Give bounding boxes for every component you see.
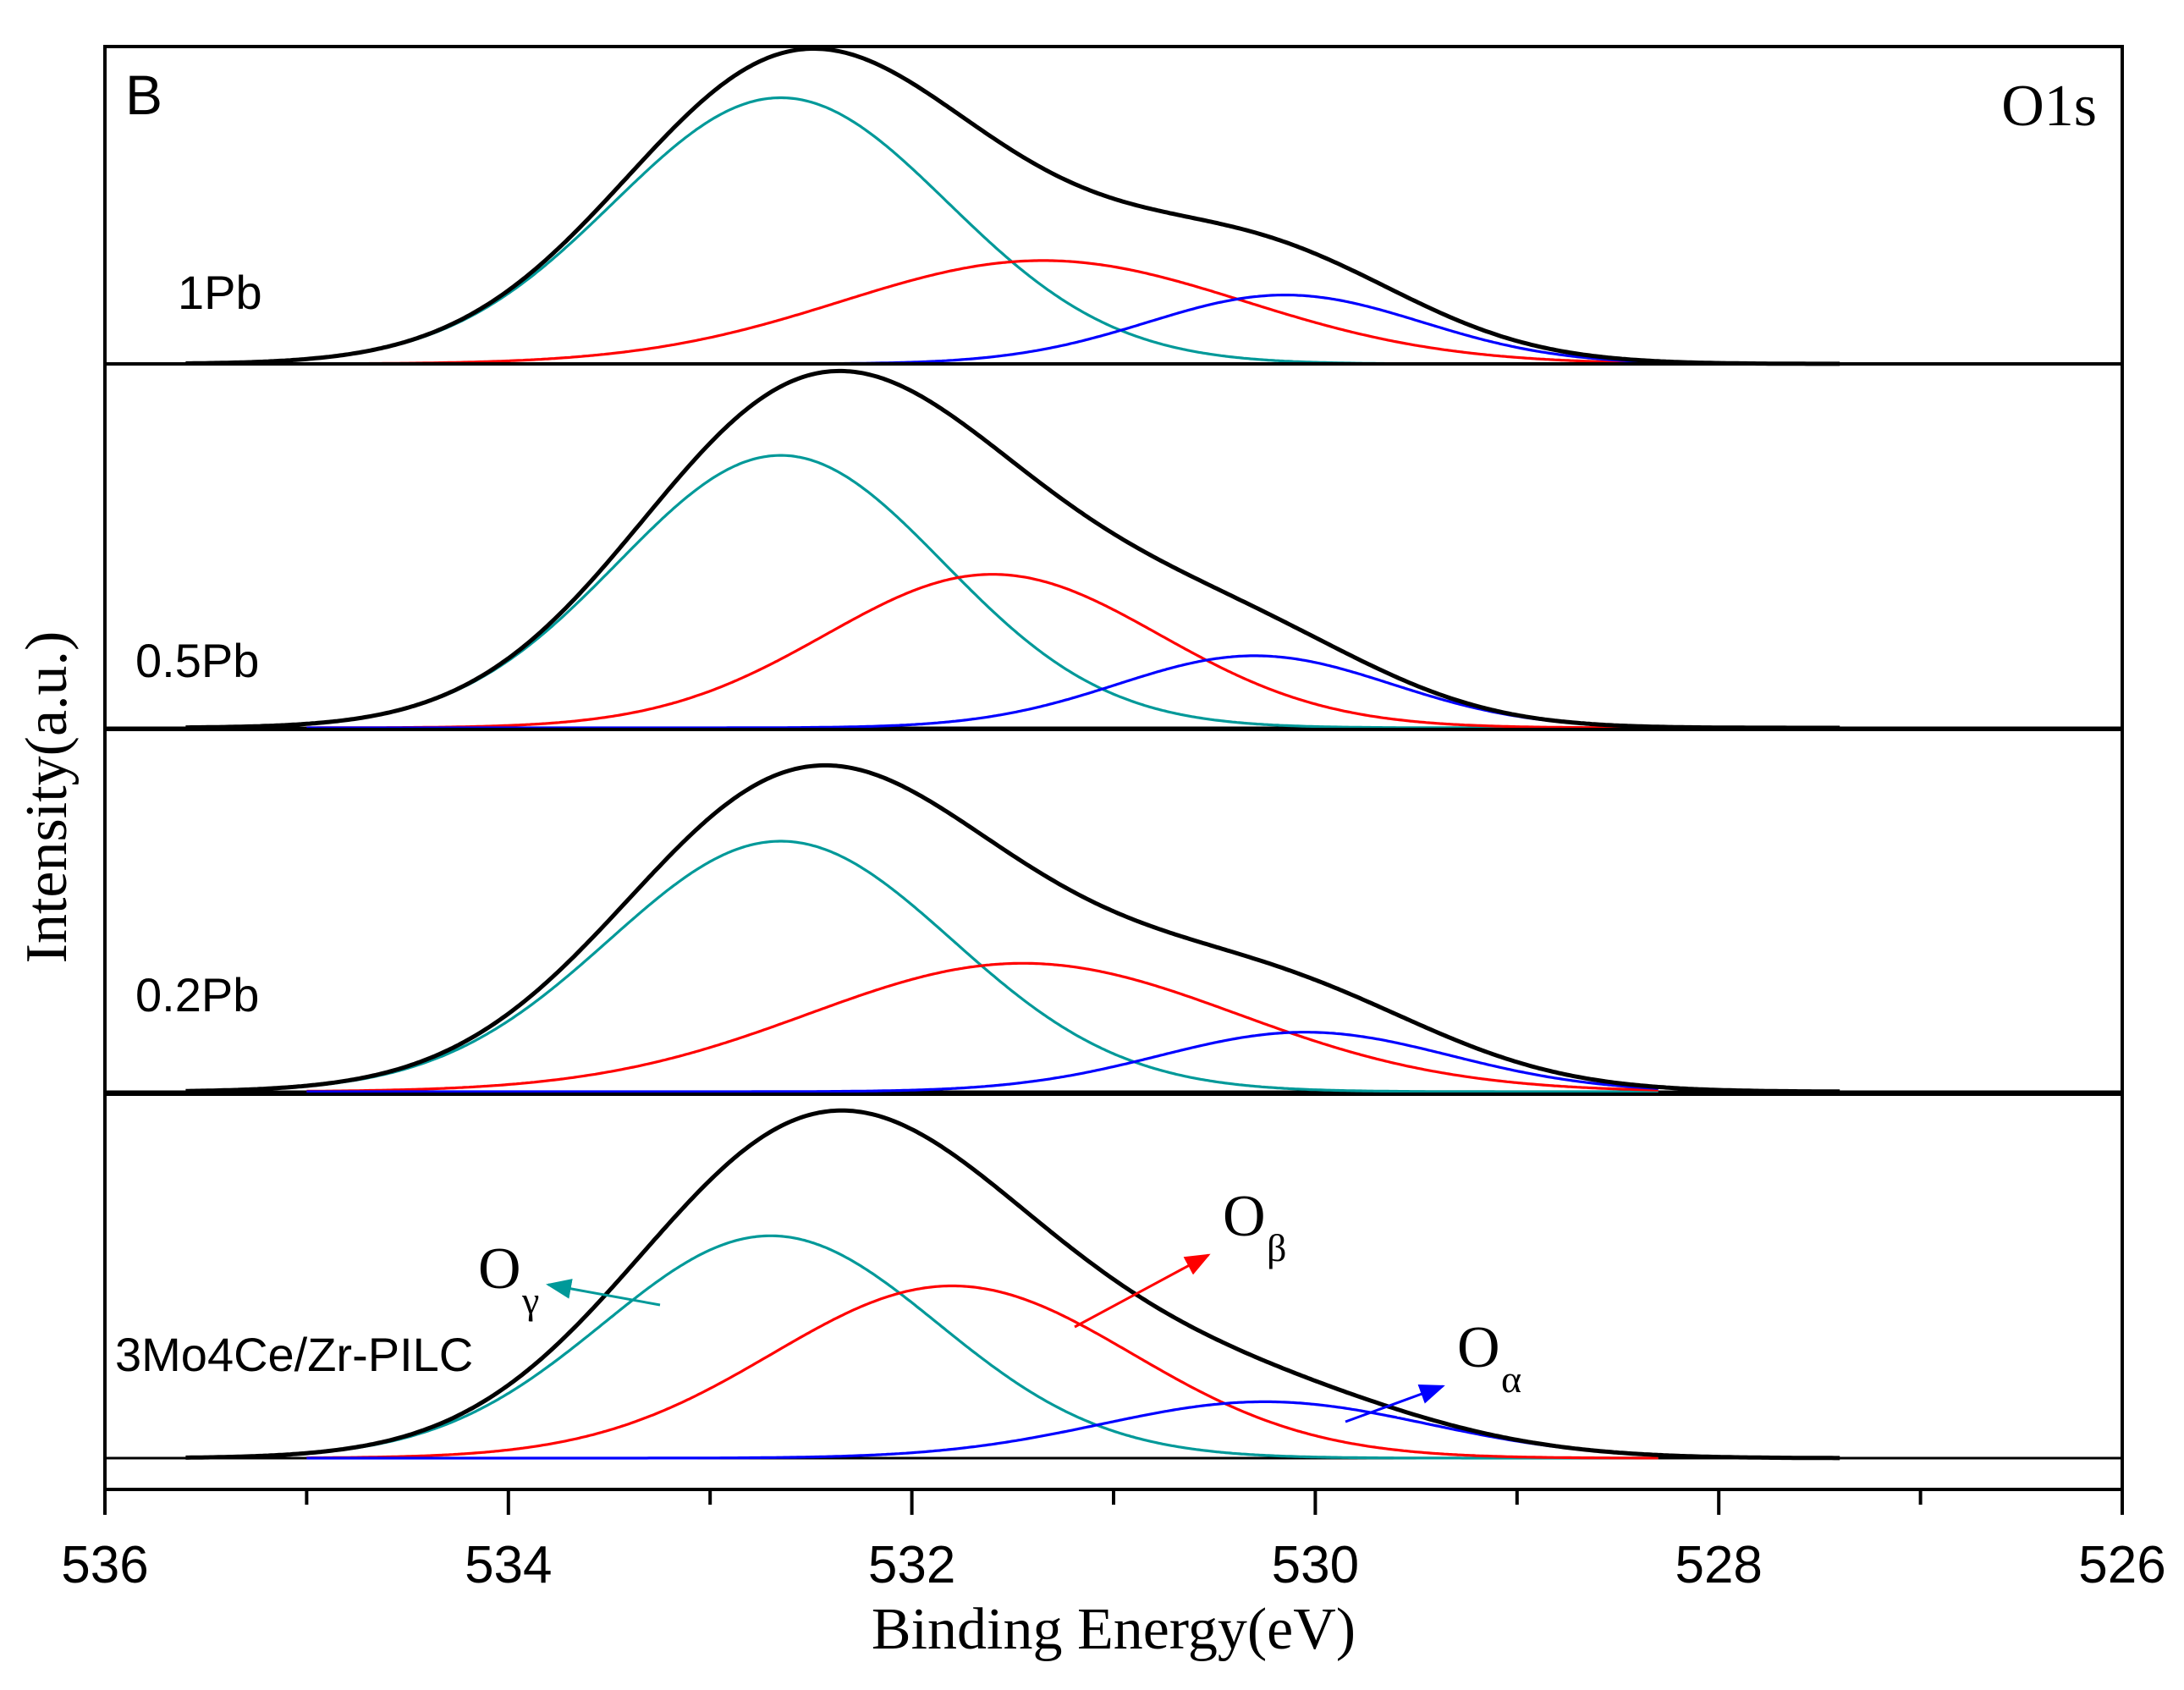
annotation-label: O [1457,1315,1500,1380]
panel-label: B [125,63,162,126]
annotation-arrow [1074,1253,1211,1329]
envelope-curve [185,368,1840,730]
y-axis-label: Intensity(a.u.) [14,631,80,964]
fit-o-beta [306,573,1659,729]
x-tick-label: 528 [1675,1536,1762,1594]
annotation-subscript: β [1267,1226,1286,1269]
sample-label: 0.5Pb [135,634,259,687]
sample-panel: 3Mo4Ce/Zr-PILC [105,1108,2122,1461]
fit-o-beta [306,961,1659,1093]
envelope-curve [185,1108,1840,1461]
sample-label: 0.2Pb [135,968,259,1021]
annotation-arrow [1345,1384,1445,1423]
x-axis-label: Binding Energy(eV) [872,1597,1356,1662]
x-tick-label: 530 [1272,1536,1359,1594]
fit-o-beta [306,1284,1659,1460]
sample-label: 1Pb [178,266,262,319]
fit-o-alpha [306,1400,1659,1460]
fit-o-alpha [306,1031,1659,1093]
envelope-curve [185,47,1840,366]
annotation-label: O [478,1236,521,1302]
x-axis-ticks: 536 534 532 530 528 526 [61,1489,2166,1594]
sample-panel: 0.2Pb [105,762,2122,1094]
fit-o-gamma [306,1234,1659,1460]
x-tick-label: 536 [61,1536,148,1594]
x-tick-label: 534 [465,1536,552,1594]
x-tick-label: 526 [2078,1536,2165,1594]
annotation-label: O [1223,1184,1266,1249]
envelope-curve [185,762,1840,1094]
annotation-subscript: α [1501,1357,1521,1401]
annotation-subscript: γ [521,1279,539,1322]
fit-o-gamma [306,454,1659,729]
sample-label: 3Mo4Ce/Zr-PILC [115,1328,473,1381]
chart-title: O1s [2001,74,2097,139]
x-tick-label: 532 [868,1536,955,1594]
fit-o-beta [306,259,1659,366]
annotation-arrow [546,1279,661,1307]
